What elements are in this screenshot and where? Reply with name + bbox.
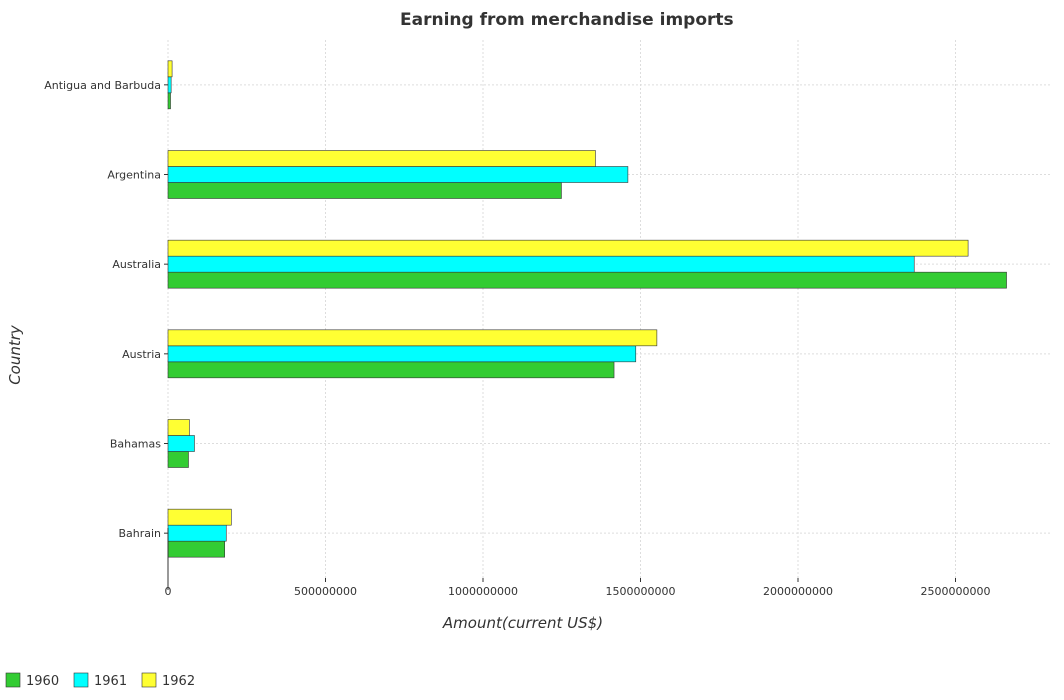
legend-swatch-1962 xyxy=(141,672,157,688)
x-tick-labels: 0 500000000 1000000000 1500000000 2000000000… xyxy=(165,578,991,598)
x-tick-label: 0 xyxy=(165,585,172,598)
y-tick-label: Austria xyxy=(122,348,161,361)
y-tick-labels: Antigua and Barbuda Argentina Australia Aus… xyxy=(44,79,168,540)
x-tick-label: 500000000 xyxy=(294,585,357,598)
legend: 1960 1961 1962 xyxy=(5,672,195,689)
legend-swatch-1960 xyxy=(5,672,21,688)
bar-1961-austria xyxy=(167,345,637,363)
bar-1960-bahrain xyxy=(167,540,226,558)
bars xyxy=(167,60,1007,558)
y-tick-label: Australia xyxy=(112,258,161,271)
bar-1960-bahamas xyxy=(167,451,189,468)
chart-title: Earning from merchandise imports xyxy=(400,10,734,30)
y-tick-label: Bahrain xyxy=(118,527,161,540)
legend-label-1960: 1960 xyxy=(26,674,59,689)
legend-swatch-1961 xyxy=(73,672,89,688)
x-tick-label: 1500000000 xyxy=(606,585,676,598)
gridlines xyxy=(167,40,1050,578)
bar-1962-antigua-and-barbuda xyxy=(167,60,173,78)
y-axis-label: Country xyxy=(6,324,24,385)
y-tick-label: Bahamas xyxy=(110,438,161,451)
bar-1962-australia xyxy=(167,239,969,257)
y-tick-label: Argentina xyxy=(107,169,161,182)
bar-1961-argentina xyxy=(167,166,629,183)
legend-label-1961: 1961 xyxy=(94,674,127,689)
bar-1961-bahamas xyxy=(167,435,195,452)
x-tick-label: 2500000000 xyxy=(921,585,991,598)
x-tick-label: 2000000000 xyxy=(763,585,833,598)
bar-1960-australia xyxy=(167,271,1007,289)
y-tick-label: Antigua and Barbuda xyxy=(44,79,161,92)
bar-1962-bahamas xyxy=(167,419,190,436)
bar-1961-bahrain xyxy=(167,524,227,542)
bar-1962-bahrain xyxy=(167,508,232,526)
bar-1961-australia xyxy=(167,255,915,273)
legend-label-1962: 1962 xyxy=(162,674,195,689)
bar-1960-antigua-and-barbuda xyxy=(167,92,171,110)
x-axis-label: Amount(current US$) xyxy=(442,614,603,632)
bar-1960-argentina xyxy=(167,182,562,199)
bar-1962-argentina xyxy=(167,150,596,167)
bar-1962-austria xyxy=(167,329,658,347)
bar-1960-austria xyxy=(167,361,615,379)
x-tick-label: 1000000000 xyxy=(448,585,518,598)
bar-1961-antigua-and-barbuda xyxy=(167,76,172,94)
